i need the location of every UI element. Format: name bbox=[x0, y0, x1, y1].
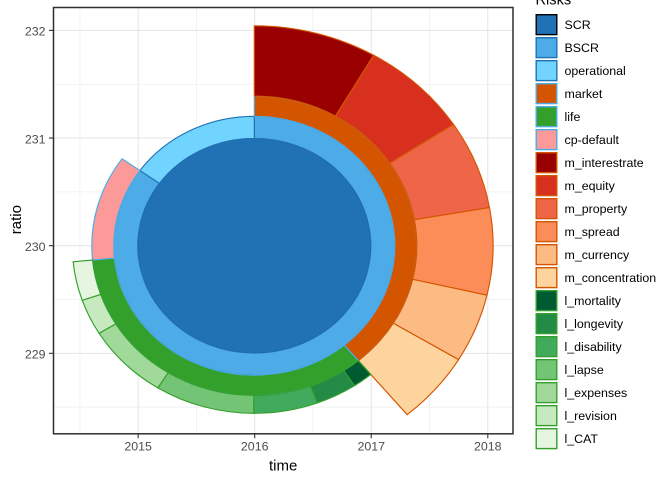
svg-text:l_mortality: l_mortality bbox=[565, 294, 622, 308]
svg-text:BSCR: BSCR bbox=[565, 41, 599, 55]
svg-text:2018: 2018 bbox=[474, 439, 502, 453]
svg-text:m_spread: m_spread bbox=[565, 225, 620, 239]
svg-text:operational: operational bbox=[565, 64, 626, 78]
svg-text:l_lapse: l_lapse bbox=[565, 363, 604, 377]
svg-text:m_concentration: m_concentration bbox=[565, 271, 657, 285]
svg-text:2017: 2017 bbox=[357, 439, 385, 453]
svg-text:231: 231 bbox=[25, 132, 46, 146]
svg-text:l_longevity: l_longevity bbox=[565, 317, 624, 331]
svg-text:l_disability: l_disability bbox=[565, 340, 623, 354]
svg-text:SCR: SCR bbox=[565, 18, 591, 32]
svg-text:230: 230 bbox=[25, 240, 46, 254]
svg-text:ratio: ratio bbox=[8, 205, 25, 234]
svg-text:m_currency: m_currency bbox=[565, 248, 631, 262]
svg-text:Risks: Risks bbox=[536, 0, 572, 9]
svg-text:m_interestrate: m_interestrate bbox=[565, 156, 644, 170]
svg-text:m_property: m_property bbox=[565, 202, 628, 216]
svg-text:m_equity: m_equity bbox=[565, 179, 616, 193]
svg-text:l_CAT: l_CAT bbox=[565, 432, 599, 446]
svg-text:life: life bbox=[565, 110, 581, 124]
svg-text:229: 229 bbox=[25, 348, 46, 362]
svg-text:cp-default: cp-default bbox=[565, 133, 620, 147]
svg-text:time: time bbox=[269, 457, 297, 474]
svg-text:2015: 2015 bbox=[124, 439, 152, 453]
svg-text:232: 232 bbox=[25, 25, 46, 39]
svg-text:l_revision: l_revision bbox=[565, 409, 617, 423]
svg-text:l_expenses: l_expenses bbox=[565, 386, 628, 400]
svg-text:2016: 2016 bbox=[241, 439, 269, 453]
svg-text:market: market bbox=[565, 87, 603, 101]
